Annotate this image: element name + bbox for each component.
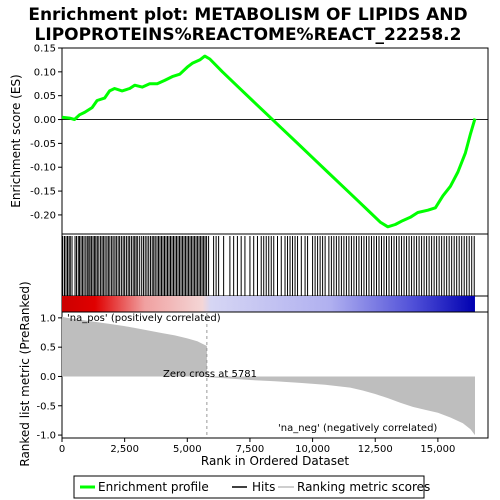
metric-ylabel: Ranked list metric (PreRanked) bbox=[18, 281, 32, 466]
es-ytick-label: -0.15 bbox=[30, 187, 56, 198]
enrichment-profile-line bbox=[61, 54, 477, 229]
xtick-label: 12,500 bbox=[358, 444, 393, 455]
zero-cross-label: Zero cross at 5781 bbox=[163, 369, 257, 380]
chart-title-line-2: LIPOPROTEINS%REACTOME%REACT_22258.2 bbox=[35, 25, 462, 45]
pos-label: 'na_pos' (positively correlated) bbox=[67, 313, 221, 324]
es-ytick-label: 0.05 bbox=[34, 91, 56, 102]
legend-profile-label: Enrichment profile bbox=[98, 480, 209, 494]
xtick-label: 5,000 bbox=[173, 444, 202, 455]
es-yticks: 0.15 0.10 0.05 0.00 -0.05 -0.10 -0.15 -0.20 bbox=[30, 44, 62, 221]
xtick-label: 15,000 bbox=[420, 444, 455, 455]
ranking-metric-area bbox=[62, 316, 475, 436]
es-ytick-label: -0.10 bbox=[30, 163, 56, 174]
hits-marks bbox=[62, 236, 475, 296]
metric-ytick-label: -1.0 bbox=[36, 431, 56, 442]
xtick-label: 2,500 bbox=[110, 444, 139, 455]
es-ylabel: Enrichment score (ES) bbox=[9, 74, 23, 207]
neg-label: 'na_neg' (negatively correlated) bbox=[278, 423, 437, 434]
es-panel-frame bbox=[61, 47, 489, 235]
metric-ytick-label: 1.0 bbox=[40, 313, 56, 324]
legend-box bbox=[73, 475, 425, 499]
xtick-label: 10,000 bbox=[295, 444, 330, 455]
metric-yticks: 1.0 0.5 0.0 -0.5 -1.0 bbox=[36, 313, 62, 442]
x-ticks: 0 2,500 5,000 7,500 10,000 12,500 15,000 bbox=[59, 438, 455, 455]
chart-title-line-1: Enrichment plot: METABOLISM OF LIPIDS AN… bbox=[28, 5, 467, 25]
xtick-label: 0 bbox=[59, 444, 65, 455]
xlabel: Rank in Ordered Dataset bbox=[201, 454, 349, 468]
es-ytick-label: -0.20 bbox=[30, 210, 56, 221]
legend-metric-label: Ranking metric scores bbox=[297, 480, 430, 494]
es-ytick-label: 0.10 bbox=[34, 67, 56, 78]
es-ytick-label: 0.15 bbox=[34, 44, 56, 55]
metric-ytick-label: -0.5 bbox=[36, 401, 56, 412]
xtick-label: 7,500 bbox=[236, 444, 265, 455]
es-ytick-label: 0.00 bbox=[34, 115, 56, 126]
metric-ytick-label: 0.0 bbox=[40, 372, 56, 383]
es-ytick-label: -0.05 bbox=[30, 139, 56, 150]
metric-ytick-label: 0.5 bbox=[40, 343, 56, 354]
legend-hits-label: Hits bbox=[252, 480, 275, 494]
rank-color-bar bbox=[62, 296, 475, 312]
